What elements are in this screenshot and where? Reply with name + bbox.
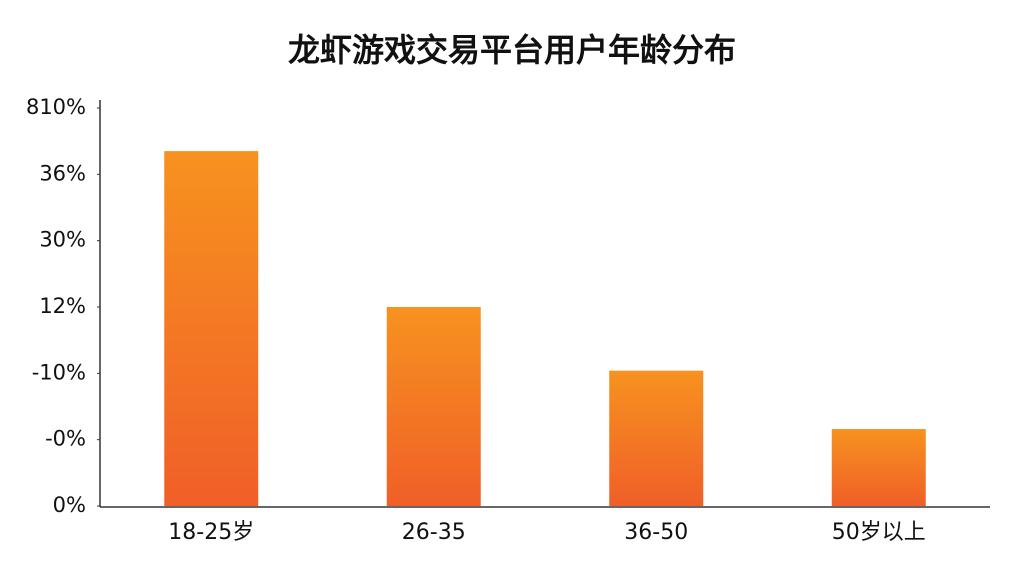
bar: [609, 370, 704, 506]
x-tick-label: 18-25岁: [168, 520, 254, 545]
y-tick-label: -0%: [45, 427, 86, 451]
bar: [831, 429, 926, 506]
bar: [386, 307, 481, 506]
x-tick-label: 36-50: [624, 520, 688, 545]
y-tick-label: 810%: [26, 95, 86, 119]
y-tick-label: 12%: [39, 294, 86, 318]
y-tick-label: 30%: [39, 228, 86, 252]
y-tick-label: 36%: [39, 161, 86, 185]
y-tick-label: 0%: [53, 493, 86, 517]
chart-title: 龙虾游戏交易平台用户年龄分布: [288, 31, 736, 69]
x-tick-label: 50岁以上: [832, 520, 926, 545]
bar: [164, 151, 259, 506]
y-tick-label: -10%: [32, 360, 86, 384]
x-tick-label: 26-35: [402, 520, 466, 545]
